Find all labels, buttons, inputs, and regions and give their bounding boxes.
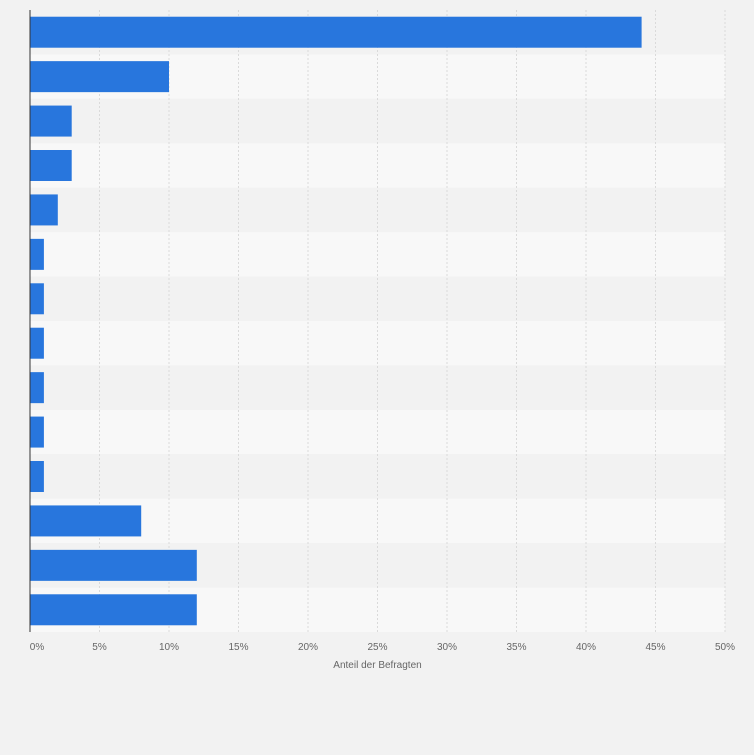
x-tick-label: 20% — [298, 642, 318, 653]
row-band — [30, 143, 725, 188]
bar[interactable] — [30, 461, 44, 492]
bar[interactable] — [30, 194, 58, 226]
x-tick-labels: 0% 5% 10% 15% 20% 25% 30% 35% 40% 45% 50% — [30, 642, 735, 653]
row-band — [30, 98, 725, 144]
bar[interactable] — [30, 61, 169, 93]
x-axis-label: Anteil der Befragten — [333, 660, 421, 671]
bar[interactable] — [30, 16, 642, 48]
bar[interactable] — [30, 549, 197, 581]
bars — [30, 16, 642, 626]
bar[interactable] — [30, 372, 44, 404]
x-tick-label: 10% — [159, 642, 179, 653]
bar[interactable] — [30, 594, 197, 626]
bar[interactable] — [30, 416, 44, 448]
x-tick-label: 50% — [715, 642, 735, 653]
x-tick-label: 35% — [506, 642, 526, 653]
x-tick-label: 25% — [367, 642, 387, 653]
x-tick-label: 40% — [576, 642, 596, 653]
x-tick-label: 15% — [228, 642, 248, 653]
bar[interactable] — [30, 105, 72, 137]
bar[interactable] — [30, 327, 44, 359]
x-tick-label: 0% — [30, 642, 45, 653]
x-tick-label: 45% — [645, 642, 665, 653]
bar[interactable] — [30, 238, 44, 270]
bar[interactable] — [30, 505, 142, 537]
bar[interactable] — [30, 150, 72, 181]
row-band — [30, 454, 725, 499]
x-tick-label: 30% — [437, 642, 457, 653]
bar[interactable] — [30, 283, 44, 315]
x-tick-label: 5% — [92, 642, 107, 653]
